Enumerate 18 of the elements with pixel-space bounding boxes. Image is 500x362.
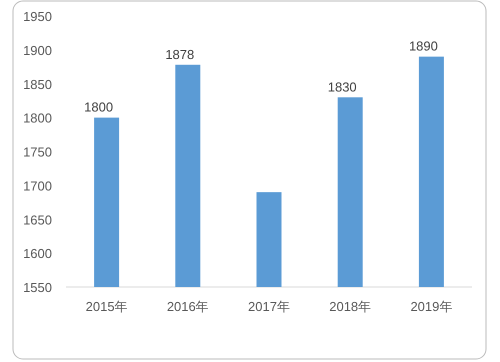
x-tick-label: 2016年 (166, 299, 209, 314)
y-tick-label: 1750 (23, 144, 52, 160)
y-tick-label: 1600 (23, 246, 52, 262)
data-label: 1830 (328, 79, 357, 94)
x-tick-label: 2018年 (329, 299, 372, 314)
y-tick-label: 1850 (23, 76, 52, 92)
data-label: 1800 (84, 100, 114, 115)
y-tick-label: 1650 (23, 212, 52, 228)
y-tick-label: 1700 (23, 178, 52, 194)
x-tick-label: 2017年 (248, 299, 290, 314)
y-tick-label: 1950 (23, 9, 52, 24)
x-tick-label: 2015年 (86, 299, 128, 314)
y-tick-label: 1550 (23, 280, 52, 295)
y-tick-label: 1800 (23, 110, 52, 126)
y-tick-label: 1900 (23, 42, 52, 58)
data-label: 1890 (408, 38, 438, 54)
data-label: 1878 (165, 46, 194, 62)
x-tick-label: 2019年 (410, 299, 452, 314)
